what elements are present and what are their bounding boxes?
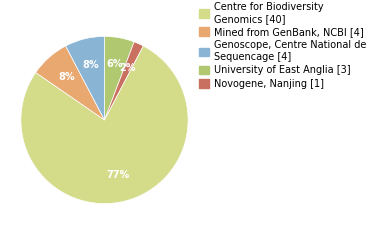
Wedge shape bbox=[66, 36, 104, 120]
Text: 77%: 77% bbox=[106, 170, 130, 180]
Wedge shape bbox=[36, 46, 105, 120]
Text: 8%: 8% bbox=[59, 72, 75, 83]
Text: 6%: 6% bbox=[106, 59, 123, 69]
Legend: Centre for Biodiversity
Genomics [40], Mined from GenBank, NCBI [4], Genoscope, : Centre for Biodiversity Genomics [40], M… bbox=[197, 0, 368, 91]
Wedge shape bbox=[105, 36, 134, 120]
Text: 2%: 2% bbox=[120, 63, 136, 73]
Text: 8%: 8% bbox=[82, 60, 99, 70]
Wedge shape bbox=[105, 42, 143, 120]
Wedge shape bbox=[21, 46, 188, 204]
